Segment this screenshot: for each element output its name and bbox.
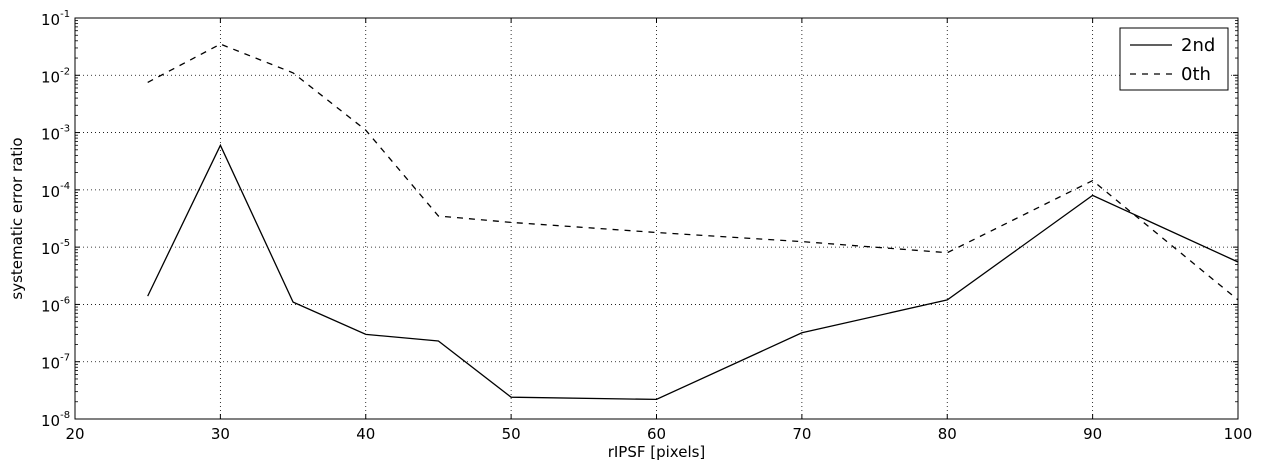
- series-lines: [147, 43, 1239, 401]
- y-tick-label: 10-5: [41, 238, 70, 258]
- y-tick-label: 10-8: [41, 410, 70, 430]
- y-tick-label: 10-4: [41, 181, 70, 201]
- series-line-0th: [147, 43, 1239, 301]
- x-axis-ticks: 20 30 40 50 60 70 80 90 100: [65, 18, 1252, 443]
- legend: 2nd 0th: [1119, 27, 1229, 91]
- y-tick-label: 10-2: [41, 66, 70, 86]
- grid-lines: [75, 18, 1238, 419]
- y-tick-label: 10-3: [41, 124, 70, 144]
- y-tick-label: 10-7: [41, 353, 70, 373]
- legend-label-2nd: 2nd: [1181, 35, 1215, 56]
- y-axis-ticks: 10-8 10-7 10-6 10-5 10-4 10-3 10-2 10-1: [41, 9, 1238, 430]
- series-line-2nd: [147, 143, 1239, 401]
- legend-label-0th: 0th: [1181, 64, 1211, 85]
- y-axis-label: systematic error ratio: [8, 137, 26, 299]
- x-tick-label: 50: [502, 425, 521, 443]
- x-tick-label: 80: [938, 425, 957, 443]
- x-tick-label: 70: [792, 425, 811, 443]
- x-tick-label: 100: [1224, 425, 1253, 443]
- x-tick-label: 60: [647, 425, 666, 443]
- y-tick-label: 10-1: [41, 9, 70, 29]
- x-tick-label: 40: [356, 425, 375, 443]
- x-tick-label: 30: [211, 425, 230, 443]
- x-tick-label: 20: [65, 425, 84, 443]
- legend-box: [1119, 27, 1229, 91]
- y-tick-label: 10-6: [41, 295, 70, 315]
- x-tick-label: 90: [1083, 425, 1102, 443]
- x-axis-label: rIPSF [pixels]: [608, 443, 706, 461]
